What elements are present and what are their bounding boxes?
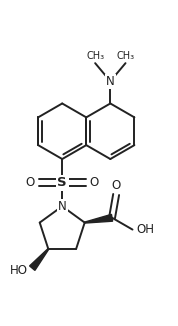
Text: CH₃: CH₃: [86, 51, 104, 61]
Text: OH: OH: [137, 223, 155, 236]
Polygon shape: [85, 215, 113, 223]
Text: O: O: [112, 179, 121, 192]
Text: O: O: [25, 176, 35, 189]
Text: N: N: [58, 200, 67, 213]
Polygon shape: [30, 249, 49, 270]
Text: S: S: [57, 176, 67, 189]
Text: CH₃: CH₃: [116, 51, 135, 61]
Text: O: O: [90, 176, 99, 189]
Text: HO: HO: [10, 264, 28, 277]
Text: N: N: [106, 75, 115, 88]
